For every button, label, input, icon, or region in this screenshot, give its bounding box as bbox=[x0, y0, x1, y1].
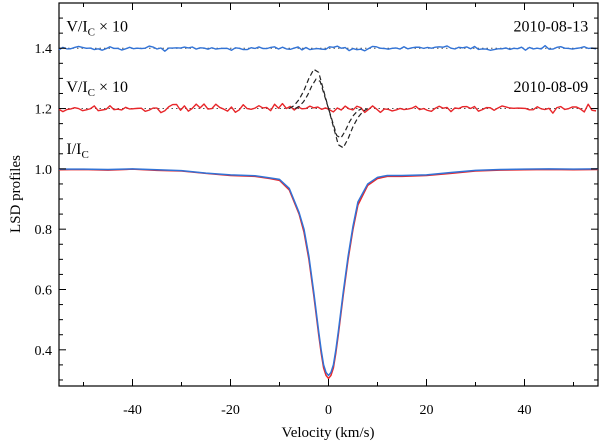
x-tick-label: 20 bbox=[420, 403, 434, 418]
annotation-2: V/IC × 10 bbox=[66, 79, 128, 99]
y-tick-label: 0.4 bbox=[35, 344, 53, 359]
tick-labels: -40 -20 0 20 40 0.4 0.6 0.8 1.0 1.2 1.4 bbox=[35, 42, 532, 418]
axis-ticks bbox=[59, 3, 598, 386]
x-tick-label: 40 bbox=[518, 403, 532, 418]
stokes-v-blue-line bbox=[58, 44, 597, 52]
annotation-1: 2010-08-13 bbox=[514, 19, 589, 36]
y-tick-label: 0.6 bbox=[35, 283, 53, 298]
series-lines bbox=[58, 44, 599, 380]
y-tick-label: 1.4 bbox=[35, 42, 53, 57]
zeeman-model-inner-line bbox=[294, 78, 363, 139]
annotations: V/IC × 10 2010-08-13 V/IC × 10 2010-08-09 I/… bbox=[66, 19, 588, 161]
x-tick-label: -20 bbox=[221, 403, 240, 418]
y-tick-label: 1.2 bbox=[35, 103, 53, 118]
zeeman-model-line bbox=[288, 68, 369, 149]
annotation-3: 2010-08-09 bbox=[514, 79, 589, 96]
stokes-i-red-line bbox=[58, 168, 599, 380]
plot-frame bbox=[58, 2, 599, 387]
x-axis-title: Velocity (km/s) bbox=[282, 425, 375, 441]
annotation-0: V/IC × 10 bbox=[66, 19, 128, 39]
y-tick-label: 1.0 bbox=[35, 163, 53, 178]
stokes-v-red-line bbox=[58, 102, 597, 114]
y-axis-title: LSD profiles bbox=[8, 155, 24, 233]
annotation-4: I/IC bbox=[66, 141, 88, 161]
stokes-i-blue-line bbox=[59, 168, 599, 377]
y-tick-label: 0.8 bbox=[35, 223, 53, 238]
x-tick-label: 0 bbox=[325, 403, 332, 418]
x-tick-label: -40 bbox=[123, 403, 142, 418]
